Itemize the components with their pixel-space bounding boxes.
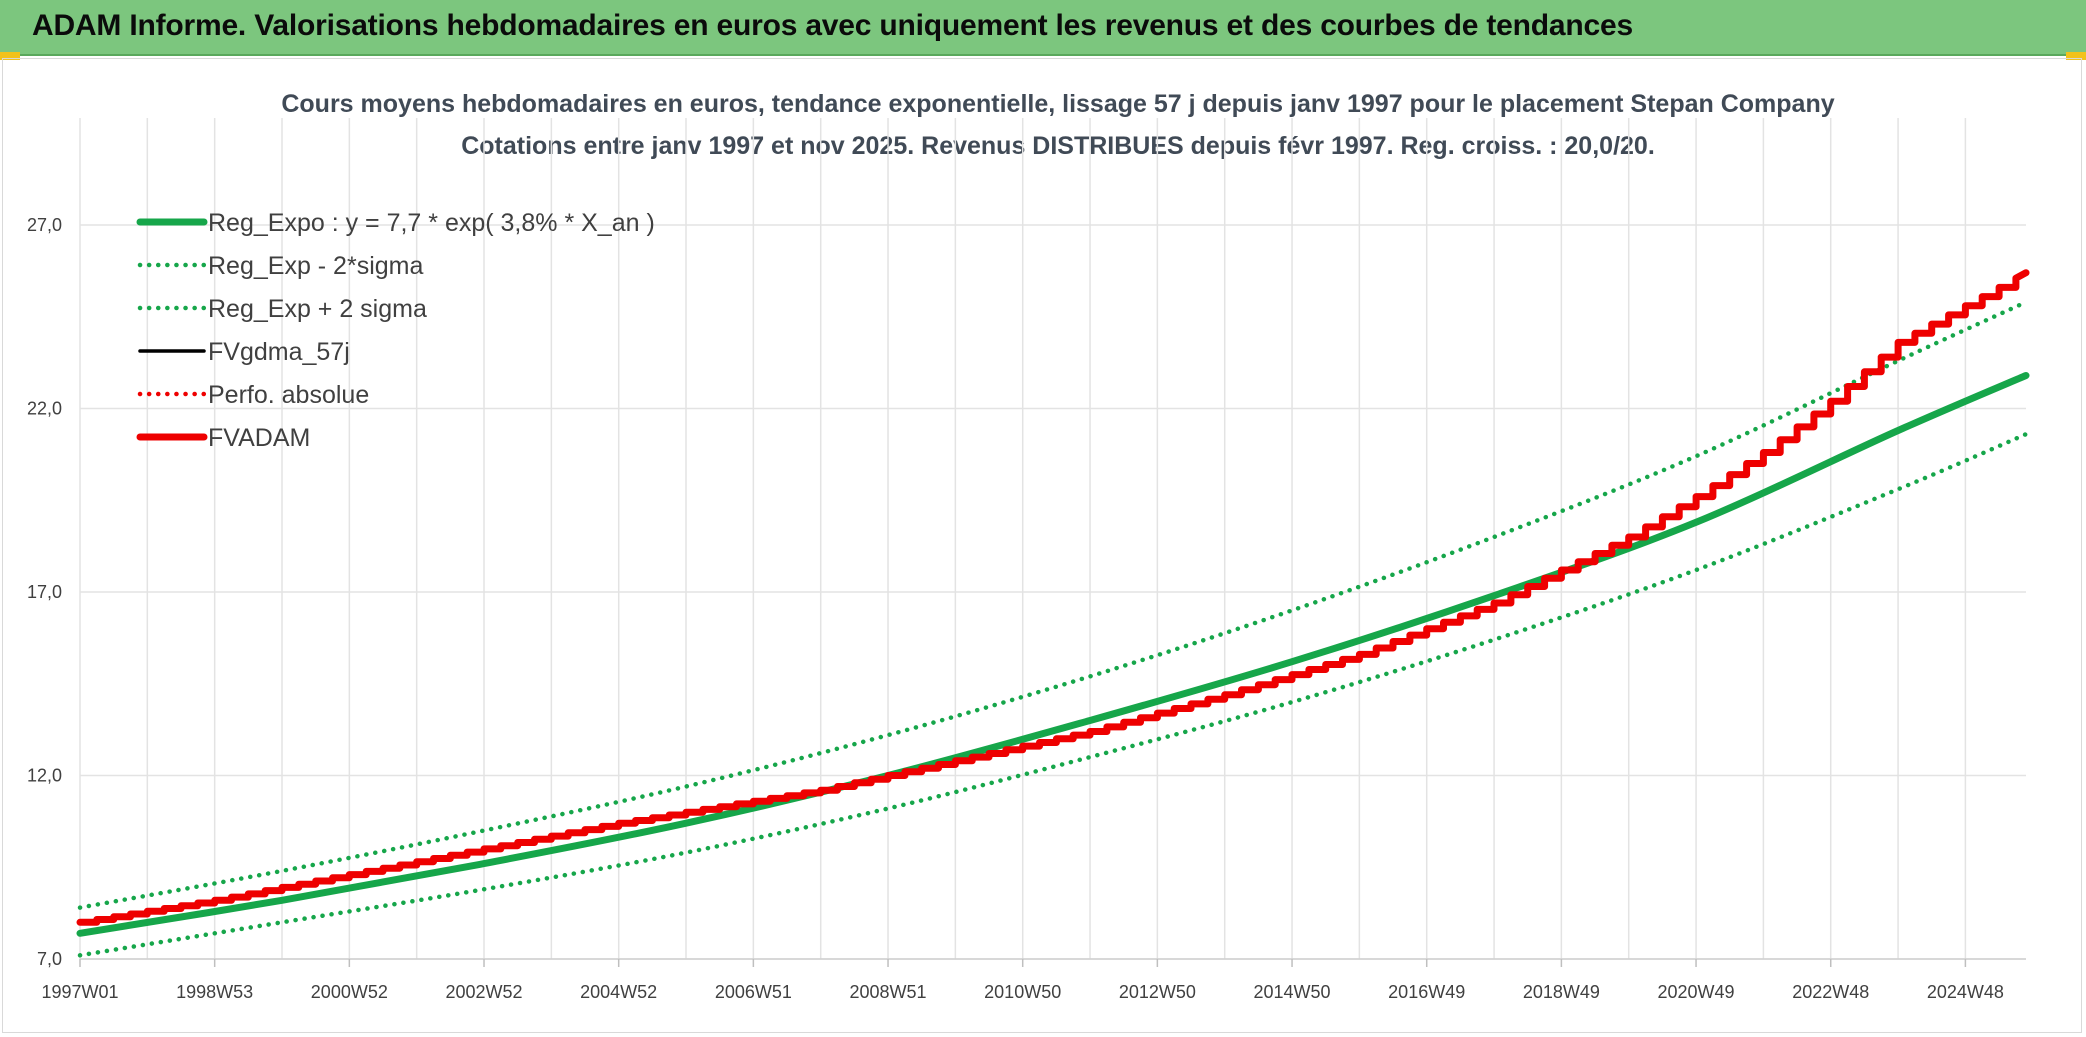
x-tick-label: 2010W50 (984, 982, 1061, 1002)
x-tick-label: 2008W51 (849, 982, 926, 1002)
series-line-1 (77, 431, 2029, 958)
series-line-5 (76, 269, 2030, 926)
legend-entry: Perfo. absolue (208, 381, 369, 409)
x-tick-label: 2020W49 (1658, 982, 1735, 1002)
y-tick-label: 27,0 (27, 215, 62, 235)
x-tick-label: 2022W48 (1792, 982, 1869, 1002)
y-tick-label: 17,0 (27, 582, 62, 602)
gridlines (79, 118, 2026, 960)
x-tick-label: 2006W51 (715, 982, 792, 1002)
x-tick-label: 2024W48 (1927, 982, 2004, 1002)
legend-entry: FVgdma_57j (208, 338, 350, 366)
y-tick-label: 12,0 (27, 766, 62, 786)
series-line-2 (77, 299, 2029, 910)
x-tick-label: 1997W01 (41, 982, 118, 1002)
legend-entry: Reg_Expo : y = 7,7 * exp( 3,8% * X_an ) (208, 209, 655, 237)
x-tick-label: 2004W52 (580, 982, 657, 1002)
x-tick-label: 2014W50 (1254, 982, 1331, 1002)
x-tick-label: 2000W52 (311, 982, 388, 1002)
y-tick-label: 7,0 (37, 949, 62, 969)
chart-legend: Reg_Expo : y = 7,7 * exp( 3,8% * X_an ) R… (136, 209, 655, 452)
x-tick-label: 2018W49 (1523, 982, 1600, 1002)
x-tick-label: 2016W49 (1388, 982, 1465, 1002)
plot-series (76, 269, 2030, 958)
report-header: ADAM Informe. Valorisations hebdomadaire… (0, 0, 2086, 56)
x-tick-label: 2002W52 (445, 982, 522, 1002)
legend-entry: Reg_Exp - 2*sigma (208, 252, 423, 280)
legend-entry: Reg_Exp + 2 sigma (208, 295, 427, 323)
axis-labels: 7,0 12,0 17,0 22,0 27,0 1997W01 1998W53 2000W52… (27, 215, 2004, 1002)
legend-entry: FVADAM (208, 424, 310, 452)
series-line-0 (76, 372, 2030, 937)
corner-accent-right (2066, 52, 2086, 60)
chart-frame (2, 58, 2082, 1033)
chart-subtitle: Cotations entre janv 1997 et nov 2025. R… (461, 132, 1655, 160)
report-title: ADAM Informe. Valorisations hebdomadaire… (32, 9, 1633, 42)
x-tick-label: 1998W53 (176, 982, 253, 1002)
chart-title: Cours moyens hebdomadaires en euros, ten… (281, 90, 1834, 118)
corner-accent-left (0, 52, 20, 60)
x-tick-label: 2012W50 (1119, 982, 1196, 1002)
y-tick-label: 22,0 (27, 399, 62, 419)
